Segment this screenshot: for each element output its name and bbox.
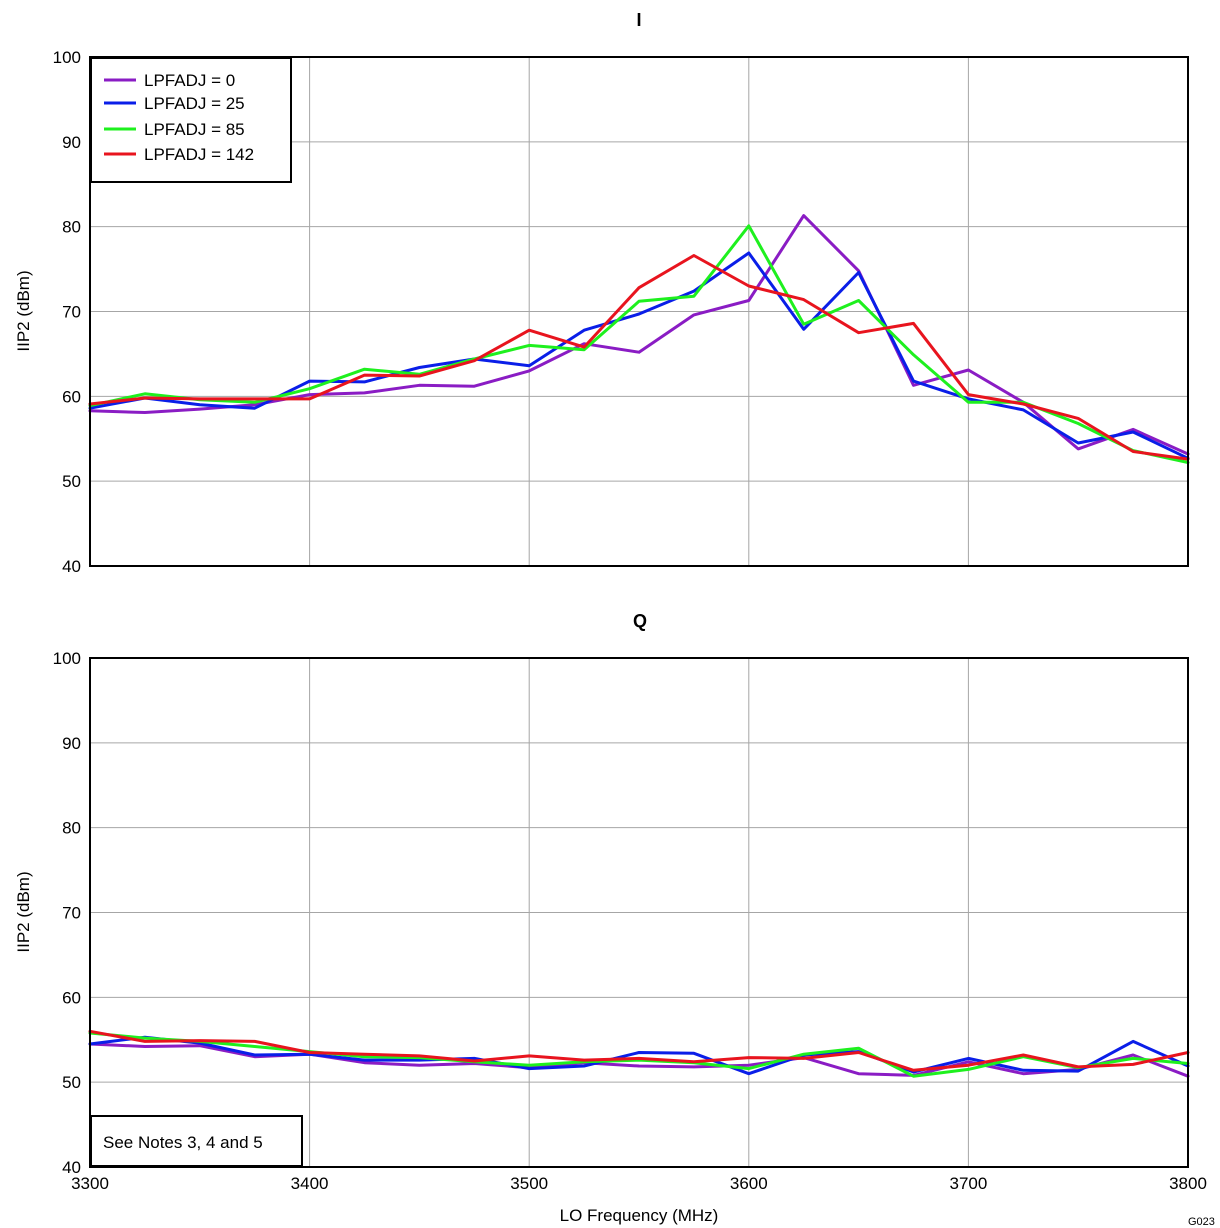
- chart-panel-q: Q 3300 3400 3500 3600 3700 3800 40 50 60 70 80 90 10…: [14, 611, 1207, 1225]
- y-tick-label: 100: [53, 48, 81, 67]
- y-axis-label-q: IIP2 (dBm): [14, 871, 33, 952]
- y-tick-label: 50: [62, 1073, 81, 1092]
- series-line-i-3: [88, 254, 1190, 461]
- legend-label-2: LPFADJ = 85: [144, 120, 245, 139]
- x-axis-label: LO Frequency (MHz): [560, 1206, 719, 1225]
- tick-labels-i: 40 50 60 70 80 90 100: [53, 48, 81, 576]
- x-tick-label: 3700: [949, 1174, 987, 1193]
- series-line-q-1: [88, 1035, 1190, 1076]
- y-axis-label-i: IIP2 (dBm): [14, 270, 33, 351]
- grid-q: [90, 658, 1188, 1167]
- y-tick-label: 90: [62, 734, 81, 753]
- figure-code: G023: [1188, 1216, 1215, 1228]
- y-tick-label: 50: [62, 472, 81, 491]
- series-group-q: [88, 1029, 1190, 1078]
- chart-title-i: I: [636, 10, 641, 30]
- legend-label-0: LPFADJ = 0: [144, 71, 235, 90]
- series-line-i-2: [88, 224, 1190, 464]
- series-group-i: [88, 214, 1190, 464]
- legend-label-1: LPFADJ = 25: [144, 94, 245, 113]
- legend-box: [90, 57, 292, 183]
- plot-frame-q: [89, 657, 1189, 1168]
- x-tick-label: 3600: [730, 1174, 768, 1193]
- y-tick-label: 70: [62, 303, 81, 322]
- y-tick-label: 80: [62, 218, 81, 237]
- x-tick-label: 3400: [291, 1174, 329, 1193]
- chart-panel-i: I 40 50 60 70 80 90 100 IIP2 (dBm) LPFADJ = 0 …: [14, 10, 1190, 576]
- series-line-i-0: [88, 214, 1190, 456]
- notes-annotation: See Notes 3, 4 and 5: [90, 1115, 303, 1167]
- legend-label-3: LPFADJ = 142: [144, 145, 254, 164]
- y-tick-label: 60: [62, 988, 81, 1007]
- y-tick-label: 40: [62, 557, 81, 576]
- x-tick-label: 3500: [510, 1174, 548, 1193]
- legend: LPFADJ = 0 LPFADJ = 25 LPFADJ = 85 LPFAD…: [90, 57, 292, 183]
- series-line-q-3: [88, 1029, 1190, 1072]
- y-tick-label: 80: [62, 819, 81, 838]
- notes-text: See Notes 3, 4 and 5: [103, 1133, 263, 1152]
- y-tick-label: 60: [62, 387, 81, 406]
- chart-title-q: Q: [633, 611, 647, 631]
- y-tick-label: 90: [62, 133, 81, 152]
- y-tick-label: 100: [53, 649, 81, 668]
- y-tick-label: 70: [62, 904, 81, 923]
- x-tick-label: 3300: [71, 1174, 109, 1193]
- x-tick-label: 3800: [1169, 1174, 1207, 1193]
- notes-box: [90, 1115, 303, 1167]
- plot-frame-i: [89, 56, 1189, 567]
- series-line-i-1: [88, 251, 1190, 460]
- y-tick-label: 40: [62, 1158, 81, 1177]
- series-line-q-2: [88, 1031, 1190, 1078]
- tick-labels-q: 3300 3400 3500 3600 3700 3800 40 50 60 70 80 90 100: [53, 649, 1207, 1193]
